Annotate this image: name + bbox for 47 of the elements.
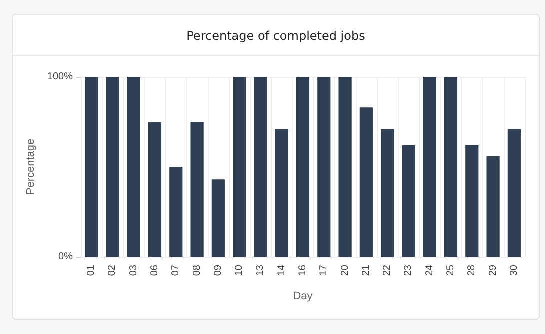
x-tick-label: 17 [318,264,330,276]
x-tick-label: 22 [382,264,394,276]
y-axis-title: Percentage [25,138,38,196]
bar [423,77,436,257]
bar [444,77,458,257]
x-tick-label: 14 [276,264,288,276]
bar [296,77,310,257]
x-tick-label: 07 [170,264,182,276]
x-tick-label: 16 [298,264,308,276]
bar [360,108,373,257]
x-tick-label: 20 [340,264,351,276]
bar [402,145,416,257]
bar [85,77,98,257]
bar [338,77,352,257]
bar [275,129,288,257]
x-tick-label: 03 [128,264,140,276]
x-tick-label: 08 [192,264,203,276]
chart-title: Percentage of completed jobs [13,15,539,56]
bar [254,77,268,257]
bar [148,122,162,257]
x-tick-label: 02 [107,264,118,276]
x-tick-label: 23 [403,264,414,276]
bar [318,77,331,257]
x-tick-label: 24 [424,264,436,276]
x-tick-label: 25 [446,264,456,276]
y-tick-label: 100% [47,72,74,82]
x-tick-label: 30 [508,264,520,276]
bar [212,180,225,257]
bar [106,77,120,257]
x-axis-title: Day [293,290,314,302]
bar [170,167,183,257]
x-tick-label: 06 [150,264,160,276]
bar [127,77,140,257]
bar [381,129,394,257]
x-tick-label: 10 [234,264,246,276]
bar [508,129,521,257]
bar [233,77,246,257]
bar [486,156,500,257]
y-tick-label: 0% [58,252,74,262]
bar [466,145,479,257]
x-tick-label: 21 [360,264,372,276]
x-tick-label: 01 [86,264,98,276]
x-tick-label: 29 [488,264,499,276]
x-tick-label: 28 [466,264,478,276]
x-tick-label: 13 [255,264,266,276]
bar [190,122,204,257]
x-tick-label: 09 [212,264,224,276]
